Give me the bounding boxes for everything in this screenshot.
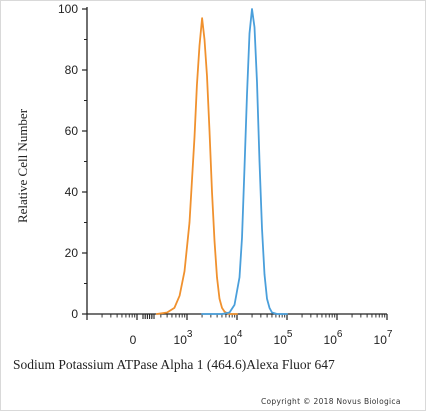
copyright-notice: Copyright © 2018 Novus Biologica	[261, 397, 401, 406]
x-axis-label: Sodium Potassium ATPase Alpha 1 (464.6)A…	[13, 357, 335, 372]
x-tick-label: 104	[224, 329, 243, 347]
y-axis-label: Relative Cell Number	[15, 108, 30, 223]
x-tick-label: 0	[130, 333, 137, 347]
y-tick-label: 40	[65, 185, 79, 199]
y-tick-label: 100	[58, 2, 78, 16]
y-tick-label: 20	[65, 246, 79, 260]
series-line-blue	[201, 8, 288, 315]
axes	[86, 7, 387, 315]
ticks: 0 20 40 60 80 100 0 103 104 105 106 107	[58, 2, 393, 347]
histogram-plot: 0 20 40 60 80 100 0 103 104 105 106 107 Relative Ce…	[15, 2, 393, 347]
series-layer	[156, 8, 288, 315]
x-tick-label: 106	[324, 329, 343, 347]
x-tick-label: 103	[174, 329, 193, 347]
y-tick-label: 0	[71, 307, 78, 321]
y-tick-label: 80	[65, 63, 79, 77]
y-tick-label: 60	[65, 124, 79, 138]
series-line-orange	[156, 17, 238, 315]
x-tick-label: 105	[274, 329, 293, 347]
x-tick-label: 107	[374, 329, 393, 347]
